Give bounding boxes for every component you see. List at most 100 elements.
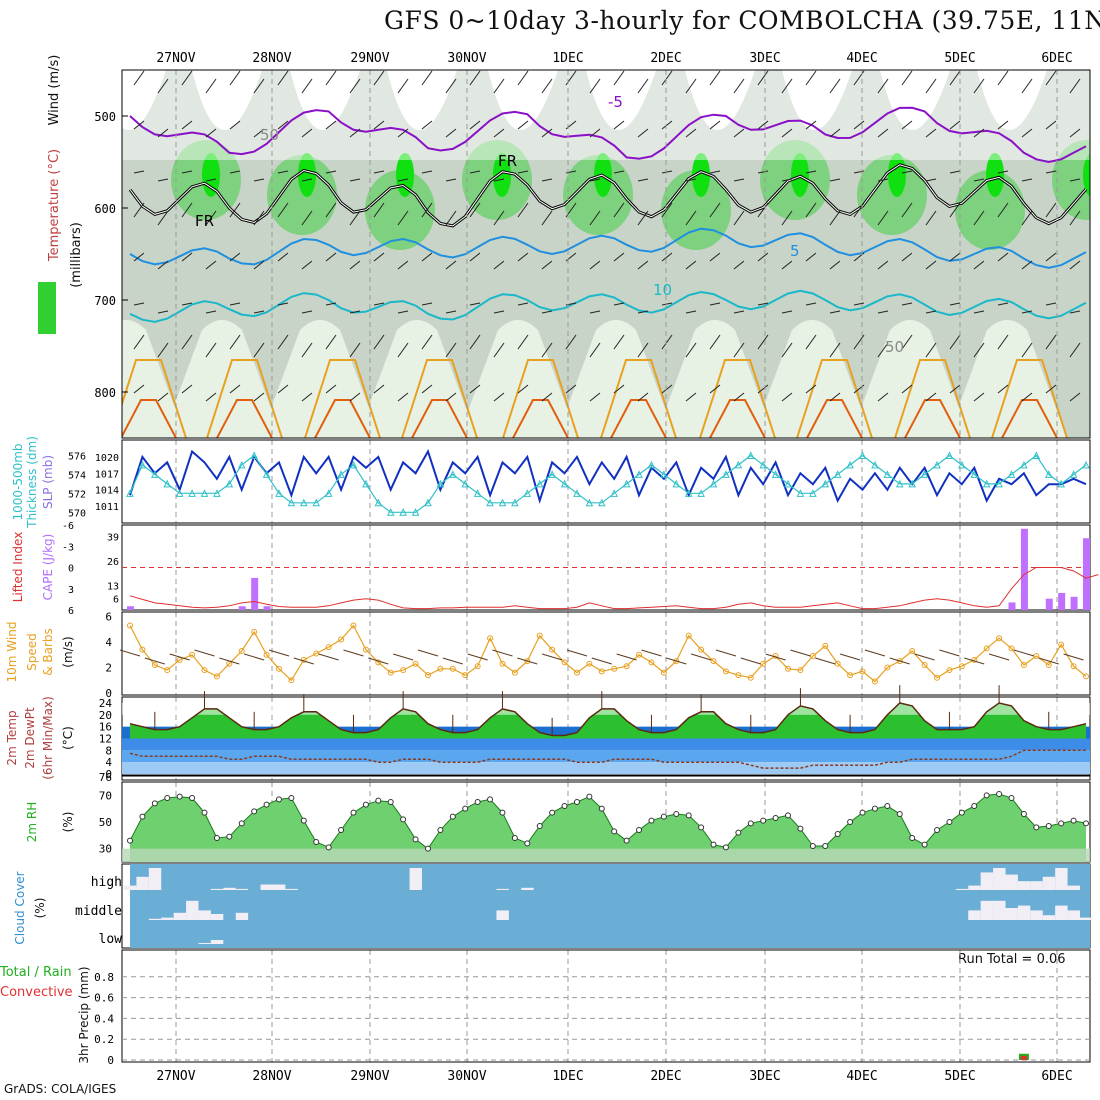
- thickness-point: [374, 498, 383, 507]
- thickness-point: [163, 479, 172, 488]
- wind-barb: [133, 202, 145, 218]
- temp-contour-20: [411, 399, 468, 438]
- wind-barb: [301, 78, 313, 94]
- wind-barb: [805, 302, 817, 306]
- cape-bar: [238, 606, 246, 610]
- wind-barb: [877, 260, 889, 270]
- wind10-point: [698, 646, 705, 653]
- rh-point: [375, 797, 382, 804]
- cloud-bar-middle: [1080, 917, 1093, 920]
- wind10-point: [511, 669, 518, 676]
- wind10-point: [424, 672, 431, 679]
- wind-barb: [829, 342, 841, 358]
- bottom-date-label: 28NOV: [252, 1069, 291, 1084]
- rh-dry-zone: [655, 320, 775, 438]
- cloud-bar-high: [1067, 885, 1080, 890]
- wind10-barb: [318, 653, 339, 661]
- wind10-barb: [666, 657, 687, 665]
- wind-barb: [205, 178, 217, 182]
- wind-barb: [685, 210, 697, 226]
- temp-contour-15: [304, 359, 381, 438]
- contour-label: 50: [885, 338, 904, 356]
- wind-barb: [685, 392, 697, 402]
- thickness-point: [535, 479, 544, 488]
- wind-barb: [277, 120, 289, 130]
- temp-contour-15: [122, 359, 187, 438]
- wind10-barb: [740, 657, 761, 665]
- wind-barb: [517, 302, 529, 306]
- wind-barb: [805, 252, 817, 262]
- wind-barb: [421, 120, 433, 130]
- wind-barb: [277, 170, 289, 174]
- wind-barb: [1045, 384, 1057, 394]
- cape-tick: 39: [107, 532, 119, 543]
- axis-label-wind10: 10m Wind: [5, 622, 19, 683]
- wind-tick: 2: [105, 662, 112, 675]
- wind-barb: [1021, 78, 1033, 94]
- wind-barb: [1045, 302, 1057, 306]
- wind-barb: [733, 392, 745, 402]
- wind-barb: [733, 128, 745, 138]
- wind-barb: [301, 178, 313, 182]
- wind-barb: [181, 70, 193, 86]
- rh-point: [598, 805, 605, 812]
- rh-sat-zone: [986, 153, 1004, 197]
- wind-barb: [133, 252, 145, 262]
- thickness-point: [722, 470, 730, 478]
- wind10-point: [536, 632, 543, 639]
- rh-dry-zone: [947, 320, 1067, 438]
- freezing-line-core: [129, 164, 1087, 227]
- rh-area: [130, 794, 1086, 862]
- rh-point: [586, 793, 593, 800]
- cape-tick: 13: [107, 581, 119, 592]
- temp-band: [122, 738, 1090, 751]
- axis-label-lifted-index: Lifted Index: [11, 532, 25, 603]
- thickness-point: [734, 460, 743, 469]
- wind-barb: [733, 78, 745, 94]
- rh-point: [139, 813, 146, 820]
- wind10-point: [561, 659, 568, 666]
- wind-barb: [445, 210, 457, 226]
- wind-barb: [157, 392, 169, 402]
- wind10-barb: [268, 649, 290, 657]
- cloud-bar-middle: [1030, 910, 1043, 920]
- wind10-barb: [815, 657, 836, 665]
- thickness-line: [129, 454, 1087, 513]
- axis-label-temp-unit: (°C): [61, 726, 75, 750]
- wind-barb: [925, 178, 937, 182]
- wind-barb: [373, 384, 385, 394]
- temp-bottom-tick: 76: [99, 771, 112, 784]
- rh-point: [636, 827, 643, 833]
- rh-sat-zone: [1083, 153, 1090, 197]
- wind-barb: [805, 334, 817, 350]
- wind-barb: [445, 178, 457, 182]
- temp-contour-15: [796, 359, 873, 438]
- temp-band: [122, 762, 1090, 775]
- wind-barb: [397, 178, 409, 182]
- temp-band: [122, 750, 1090, 763]
- rh-dry-zone: [458, 320, 578, 438]
- wind-barb: [1069, 178, 1081, 182]
- thickness-point: [473, 489, 482, 497]
- temp-contour-15: [991, 359, 1068, 438]
- axis-label-2m-temp: 2m Temp: [5, 710, 19, 765]
- temp-tick: 24: [99, 697, 113, 710]
- wind-barb: [1021, 392, 1033, 402]
- wind-barb: [421, 334, 433, 350]
- wind-barb: [205, 392, 217, 402]
- top-date-label: 6DEC: [1041, 51, 1072, 66]
- bottom-date-label: 2DEC: [650, 1069, 681, 1084]
- thickness-point: [933, 460, 941, 469]
- cloud-bar-middle: [993, 900, 1006, 920]
- wind-barb: [829, 260, 841, 270]
- wind-barb: [949, 334, 961, 350]
- thickness-point: [213, 489, 221, 497]
- thickness-point: [175, 489, 184, 497]
- temp-contour-20: [709, 399, 766, 438]
- rh-point: [424, 845, 431, 852]
- wind-barb: [133, 302, 145, 306]
- rh-point: [958, 809, 965, 816]
- rh-point: [449, 813, 456, 820]
- rh-dry-upper: [387, 70, 457, 130]
